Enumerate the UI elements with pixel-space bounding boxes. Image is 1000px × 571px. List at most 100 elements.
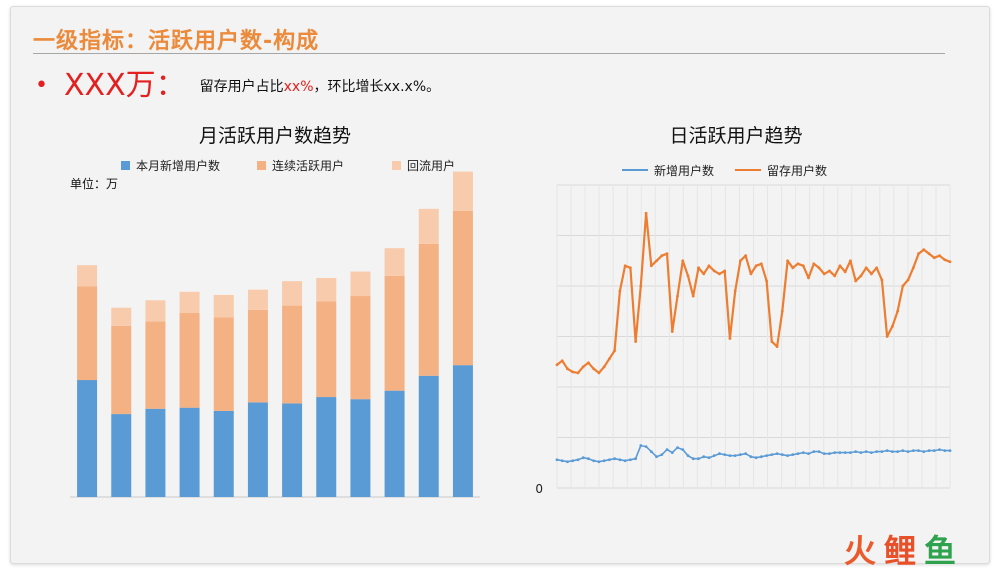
data-point — [786, 259, 789, 263]
data-point — [697, 457, 700, 461]
unit-label: 单位：万 — [70, 176, 118, 191]
data-point — [723, 453, 727, 457]
headline-value: XXX万： — [63, 68, 186, 103]
bar-segment — [452, 365, 473, 497]
data-point — [728, 454, 732, 458]
data-point — [880, 278, 884, 282]
data-point — [765, 279, 768, 283]
data-point — [917, 252, 920, 256]
data-point — [807, 276, 810, 280]
data-point — [707, 264, 711, 268]
data-point — [843, 270, 847, 274]
bar-segment — [179, 313, 200, 408]
data-point — [571, 370, 575, 374]
data-point — [613, 457, 617, 461]
data-point — [864, 266, 868, 270]
bar-segment — [179, 407, 200, 497]
data-point — [938, 448, 941, 452]
bar-segment — [145, 321, 166, 409]
bar-segment — [384, 275, 405, 391]
data-point — [759, 262, 763, 266]
y-tick-label: 0 — [535, 482, 543, 496]
data-point — [822, 452, 826, 456]
data-point — [618, 458, 622, 462]
bar-segment — [452, 171, 473, 211]
data-point — [817, 450, 821, 454]
data-point — [922, 450, 926, 454]
data-point — [723, 269, 727, 273]
watermark-char: 鲤 — [883, 532, 916, 570]
data-point — [655, 259, 658, 263]
data-point — [623, 264, 627, 268]
data-point — [791, 266, 795, 270]
data-point — [587, 457, 590, 461]
data-point — [649, 264, 653, 268]
data-point — [896, 309, 899, 313]
bar-segment — [179, 291, 200, 314]
bar-segment — [77, 380, 98, 497]
data-point — [739, 259, 742, 263]
summary-text: 留存用户占比xx%，环比增长xx.x%。 — [200, 76, 440, 96]
data-point — [838, 451, 842, 455]
data-point — [707, 456, 711, 460]
chart-title: 日活跃用户趋势 — [669, 125, 802, 147]
data-point — [932, 256, 936, 260]
key-metric-row: • XXX万： 留存用户占比xx%，环比增长xx.x%。 — [35, 69, 440, 103]
data-point — [754, 264, 758, 268]
data-point — [770, 453, 774, 457]
data-point — [801, 264, 805, 268]
data-point — [644, 445, 648, 448]
data-point — [911, 266, 915, 270]
data-point — [560, 459, 564, 463]
data-point — [906, 450, 910, 454]
data-point — [870, 451, 873, 455]
bar-segment — [145, 300, 166, 322]
data-point — [854, 450, 858, 454]
bar-segment — [452, 210, 473, 366]
bullet-icon: • — [35, 73, 48, 98]
bar-segment — [213, 317, 234, 411]
data-point — [655, 455, 658, 459]
data-point — [597, 460, 601, 464]
bar-segment — [316, 277, 337, 302]
data-point — [901, 284, 905, 288]
data-point — [759, 455, 763, 459]
data-point — [901, 449, 905, 453]
data-point — [644, 211, 648, 215]
legend-swatch — [392, 161, 401, 170]
bar-segment — [350, 399, 371, 497]
data-point — [943, 258, 947, 262]
data-point — [817, 266, 821, 270]
data-point — [885, 335, 889, 338]
data-point — [780, 309, 784, 313]
data-point — [628, 458, 632, 462]
data-point — [576, 458, 580, 462]
data-point — [576, 371, 580, 375]
bar-segment — [384, 248, 405, 276]
data-point — [859, 274, 863, 278]
data-point — [691, 294, 695, 298]
data-point — [796, 452, 800, 456]
data-point — [665, 448, 669, 452]
bar-segment — [213, 294, 234, 318]
data-point — [728, 337, 732, 340]
data-point — [833, 451, 837, 455]
summary-suffix: ，环比增长xx.x%。 — [313, 79, 441, 95]
data-point — [822, 272, 826, 276]
data-point — [812, 262, 816, 266]
data-point — [681, 259, 685, 263]
data-point — [702, 455, 706, 459]
data-point — [639, 444, 643, 447]
data-point — [807, 452, 810, 456]
data-point — [639, 284, 643, 288]
data-point — [744, 254, 748, 258]
data-point — [718, 272, 721, 276]
data-point — [932, 449, 936, 453]
chart-title: 月活跃用户数趋势 — [199, 125, 351, 147]
bar-segment — [77, 286, 98, 381]
data-point — [608, 357, 611, 361]
bar-segment — [111, 307, 132, 326]
data-point — [712, 454, 716, 458]
data-point — [660, 254, 664, 258]
